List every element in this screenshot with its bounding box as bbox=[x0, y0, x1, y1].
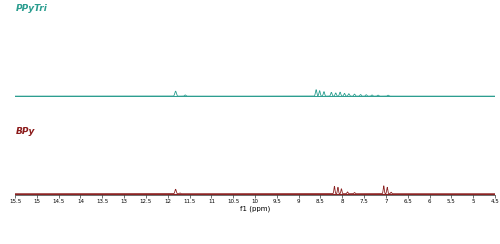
X-axis label: f1 (ppm): f1 (ppm) bbox=[240, 206, 270, 212]
Text: BPy: BPy bbox=[16, 127, 35, 136]
Text: PPyTri: PPyTri bbox=[16, 4, 48, 13]
